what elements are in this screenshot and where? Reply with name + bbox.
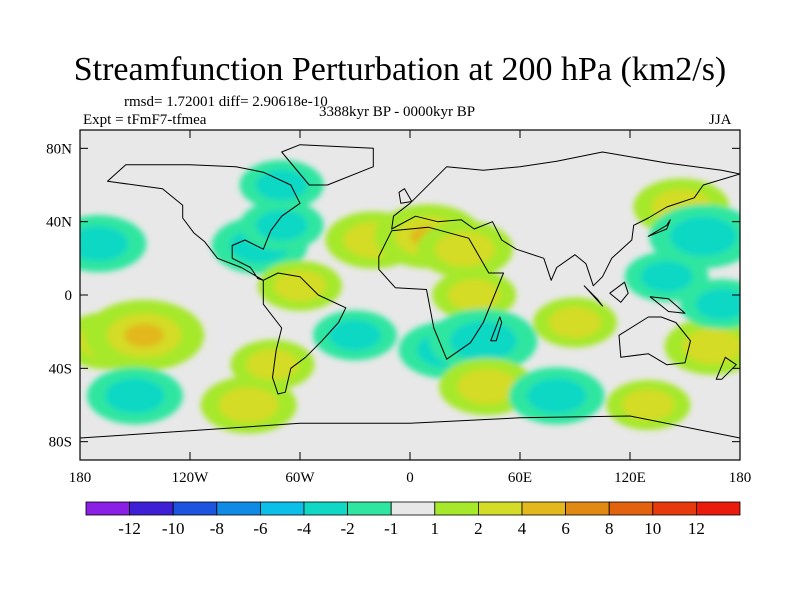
colorbar-label: 1 — [431, 519, 440, 538]
x-tick-label: 120E — [614, 470, 646, 486]
anomaly-blob-16-mid — [328, 319, 382, 351]
colorbar-label: -12 — [118, 519, 141, 538]
coastline-south-america — [262, 272, 347, 395]
y-tick-label: 40N — [46, 215, 72, 231]
coastline-africa — [378, 226, 504, 360]
anomaly-blob-0-mid — [80, 226, 129, 262]
y-axis: 80N 40N 0 40S 80S — [46, 141, 740, 451]
colorbar-label: 10 — [644, 519, 661, 538]
anomaly-blob-13-mid — [448, 279, 501, 311]
anomaly-blob-7-mid — [255, 209, 308, 241]
colorbar-swatch — [477, 501, 523, 516]
anomaly-blob-25-mid — [622, 389, 675, 421]
colorbar-label: -2 — [341, 519, 355, 538]
x-axis: 180 120W 60W 0 60E 120E 180 — [69, 130, 752, 486]
anomaly-blob-24-mid — [695, 288, 740, 320]
coastline-layer — [80, 144, 740, 439]
colorbar-label: -1 — [384, 519, 398, 538]
colorbar-swatch — [434, 501, 479, 516]
anomaly-blob-17-mid — [457, 368, 517, 405]
colorbar-swatch — [521, 501, 566, 516]
period-label: 3388kyr BP - 0000kyr BP — [319, 104, 476, 120]
colorbar-label: -10 — [162, 519, 185, 538]
x-tick-label: 120W — [172, 470, 210, 486]
coastline-eurasia — [391, 151, 740, 287]
anomaly-blob-19-mid — [548, 307, 602, 338]
coastline-greenland — [281, 144, 374, 186]
coastline-australia — [618, 316, 691, 366]
anomaly-blob-21-core — [685, 225, 722, 247]
colorbar-label: -4 — [297, 519, 312, 538]
colorbar-swatch — [565, 501, 610, 516]
anomaly-layer — [80, 160, 740, 434]
x-tick-label: 180 — [729, 470, 752, 486]
colorbar-label: 6 — [561, 519, 570, 538]
y-tick-label: 0 — [65, 288, 73, 304]
anomaly-blob-3-mid — [105, 378, 165, 414]
stats-text: rmsd= 1.72001 diff= 2.90618e-10 — [124, 94, 328, 110]
colorbar-swatch — [129, 501, 174, 516]
anomaly-blob-23-mid — [682, 328, 740, 364]
x-tick-label: 0 — [406, 470, 414, 486]
coastline-borneo — [609, 281, 629, 303]
anomaly-blob-4-mid — [218, 387, 279, 423]
colorbar-label: -8 — [210, 519, 224, 538]
coastline-sumatra — [583, 285, 603, 307]
coastline-antarctica — [80, 415, 740, 439]
x-tick-label: 180 — [69, 470, 92, 486]
anomaly-blob-2-core — [124, 323, 164, 348]
colorbar-swatch — [216, 501, 261, 516]
x-tick-label: 60E — [508, 470, 532, 486]
colorbar-swatch — [696, 501, 741, 516]
coastline-madagascar — [490, 316, 503, 342]
colorbar-swatch — [85, 501, 130, 516]
y-tick-label: 80S — [49, 435, 72, 451]
experiment-label: Expt = tFmF7-tfmea — [83, 112, 207, 128]
colorbar-swatch — [259, 501, 305, 516]
coastline-new-guinea — [649, 296, 686, 314]
coastline-uk — [398, 188, 413, 204]
colorbar-label: 12 — [688, 519, 705, 538]
chart-title: Streamfunction Perturbation at 200 hPa (… — [73, 51, 727, 88]
y-tick-label: 80N — [46, 141, 72, 157]
colorbar-swatch — [172, 501, 218, 516]
colorbar-swatch — [652, 501, 697, 516]
x-tick-label: 60W — [285, 470, 315, 486]
anomaly-blob-18-mid — [526, 378, 587, 414]
coastline-new-zealand — [715, 356, 737, 380]
colorbar-label: 4 — [518, 519, 527, 538]
season-label: JJA — [709, 112, 732, 128]
colorbar-swatch — [390, 501, 436, 516]
y-tick-label: 40S — [49, 361, 72, 377]
coastline-japan — [647, 219, 671, 237]
colorbar-swatch — [303, 501, 348, 516]
anomaly-blob-9-mid — [273, 270, 327, 302]
colorbar-label: 2 — [474, 519, 483, 538]
anomaly-blob-5-mid — [246, 349, 299, 381]
colorbar-swatch — [347, 501, 392, 516]
coastline-north-america — [107, 164, 301, 281]
anomaly-blob-22-mid — [640, 261, 693, 293]
colorbar-swatch — [608, 501, 654, 516]
colorbar-label: 8 — [605, 519, 614, 538]
colorbar: -12 -10 -8 -6 -4 -2 -1 1 2 4 6 8 10 12 — [85, 501, 741, 538]
colorbar-label: -6 — [253, 519, 267, 538]
